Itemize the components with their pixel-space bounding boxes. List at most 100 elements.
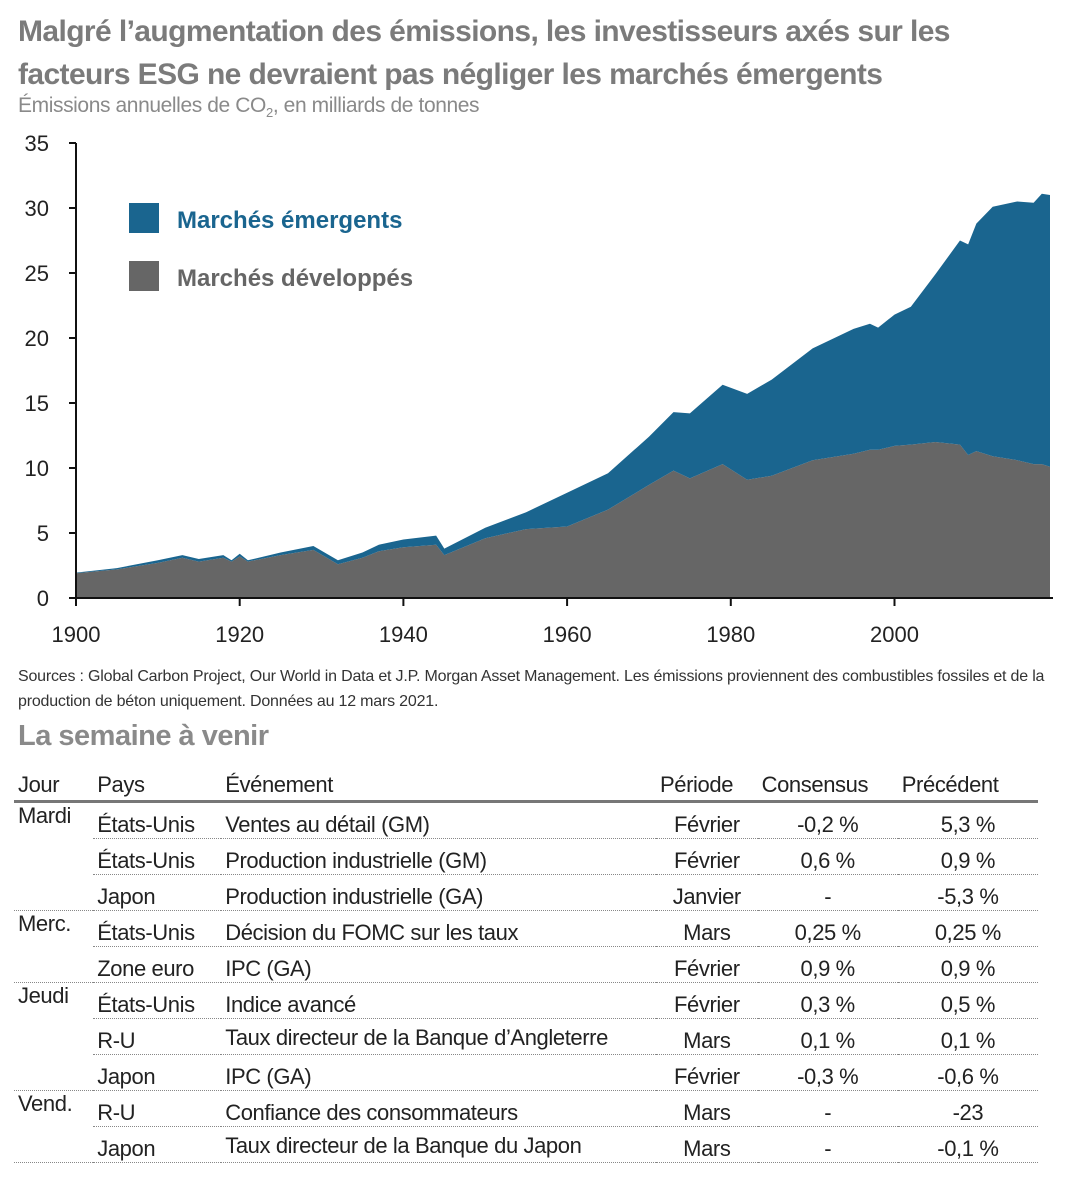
col-jour: Jour — [14, 770, 94, 803]
axes: 0 5 10 15 20 25 30 35 1900 1920 1940 1960 1980 2000 — [25, 131, 1053, 647]
y-tick-label: 10 — [25, 456, 49, 481]
table-row: Jeudi États-Unis Indice avancé Février 0,3 %… — [14, 982, 1038, 1019]
cell-previous: 0,9 % — [897, 946, 1038, 983]
cell-consensus: 0,6 % — [757, 838, 898, 875]
cell-period: Février — [656, 801, 758, 839]
x-tick-label: 1900 — [52, 622, 101, 647]
cell-previous: 0,1 % — [897, 1018, 1038, 1055]
y-tick-label: 35 — [25, 131, 49, 156]
cell-previous: -0,6 % — [897, 1054, 1038, 1091]
col-pays: Pays — [93, 770, 222, 803]
cell-period: Février — [656, 1054, 758, 1091]
cell-day: Jeudi — [18, 983, 69, 1008]
subtitle-text-end: , en milliards de tonnes — [272, 94, 480, 117]
cell-period: Mars — [656, 1018, 758, 1055]
table-row: Japon IPC (GA) Février -0,3 % -0,6 % — [14, 1054, 1038, 1091]
table-row: Japon Taux directeur de la Banque du Japo… — [14, 1126, 1038, 1163]
cell-consensus: -0,2 % — [757, 801, 898, 839]
cell-day — [14, 1126, 94, 1163]
cell-country: R-U — [93, 1018, 222, 1055]
cell-day: Vend. — [18, 1091, 73, 1116]
cell-period: Mars — [656, 1090, 758, 1127]
cell-consensus: 0,3 % — [757, 982, 898, 1019]
table-header: Jour Pays Événement Période Consensus Pr… — [14, 770, 1038, 803]
cell-previous: 0,5 % — [897, 982, 1038, 1019]
cell-country: Zone euro — [93, 946, 222, 983]
cell-country: États-Unis — [93, 801, 222, 839]
cell-previous: 5,3 % — [897, 801, 1038, 839]
cell-country: R-U — [93, 1090, 222, 1127]
cell-consensus: 0,9 % — [757, 946, 898, 983]
area-emerging — [76, 193, 1050, 574]
legend-swatch — [129, 203, 159, 233]
cell-day — [14, 1019, 93, 1055]
cell-event: Taux directeur de la Banque d’Angleterre — [221, 1018, 657, 1055]
week-ahead-table: Jour Pays Événement Période Consensus Pr… — [14, 770, 1038, 1163]
cell-previous: -0,1 % — [897, 1126, 1038, 1163]
cell-day: Mardi — [18, 803, 72, 828]
y-tick-label: 30 — [25, 196, 49, 221]
cell-day — [14, 946, 94, 983]
cell-period: Février — [656, 946, 758, 983]
table-row: Merc. États-Unis Décision du FOMC sur les … — [14, 910, 1038, 947]
cell-consensus: 0,1 % — [757, 1018, 898, 1055]
cell-event: IPC (GA) — [221, 946, 657, 983]
cell-event: Ventes au détail (GM) — [221, 801, 657, 839]
col-consensus: Consensus — [757, 770, 898, 803]
legend: Marchés émergents Marchés développés — [129, 203, 413, 292]
cell-period: Mars — [656, 1126, 758, 1163]
cell-country: États-Unis — [93, 910, 222, 947]
table-row: Zone euro IPC (GA) Février 0,9 % 0,9 % — [14, 946, 1038, 983]
cell-consensus: -0,3 % — [757, 1054, 898, 1091]
cell-country: Japon — [93, 874, 222, 911]
cell-country: États-Unis — [93, 982, 222, 1019]
cell-event: IPC (GA) — [221, 1054, 657, 1091]
y-tick-label: 5 — [37, 521, 49, 546]
y-tick-label: 20 — [25, 326, 49, 351]
y-tick-label: 0 — [37, 586, 49, 611]
x-tick-label: 2000 — [870, 622, 919, 647]
cell-previous: 0,25 % — [897, 910, 1038, 947]
cell-period: Février — [656, 838, 758, 875]
cell-previous: -23 — [897, 1090, 1038, 1127]
cell-event: Taux directeur de la Banque du Japon — [221, 1126, 657, 1163]
table-row: R-U Taux directeur de la Banque d’Anglete… — [14, 1018, 1038, 1055]
cell-event: Indice avancé — [221, 982, 657, 1019]
cell-period: Février — [656, 982, 758, 1019]
cell-event: Décision du FOMC sur les taux — [221, 910, 657, 947]
y-tick-label: 25 — [25, 261, 49, 286]
week-heading: La semaine à venir — [18, 720, 269, 752]
legend-label: Marchés émergents — [177, 207, 402, 234]
cell-event: Production industrielle (GM) — [221, 838, 657, 875]
table-row: Mardi États-Unis Ventes au détail (GM) Févr… — [14, 801, 1038, 839]
cell-day: Merc. — [18, 911, 72, 936]
col-precedent: Précédent — [897, 770, 1038, 803]
y-tick-label: 15 — [25, 391, 49, 416]
x-tick-label: 1940 — [379, 622, 428, 647]
table-row: États-Unis Production industrielle (GM) Fé… — [14, 838, 1038, 875]
cell-consensus: - — [757, 1090, 898, 1127]
cell-event: Production industrielle (GA) — [221, 874, 657, 911]
subtitle-subscript: 2 — [265, 105, 273, 121]
col-periode: Période — [656, 770, 758, 803]
cell-day — [14, 874, 94, 911]
legend-swatch — [129, 261, 159, 291]
cell-previous: 0,9 % — [897, 838, 1038, 875]
stacked-area-chart: 0 5 10 15 20 25 30 35 1900 1920 1940 1960 1980 2000 M… — [25, 131, 1053, 647]
cell-consensus: - — [757, 874, 898, 911]
area-developed — [76, 442, 1050, 598]
table-row: Vend. R-U Confiance des consommateurs Mars -… — [14, 1090, 1038, 1127]
cell-previous: -5,3 % — [897, 874, 1038, 911]
table-row: Japon Production industrielle (GA) Janvier… — [14, 874, 1038, 911]
cell-country: Japon — [93, 1126, 222, 1163]
cell-consensus: - — [757, 1126, 898, 1163]
cell-country: Japon — [93, 1054, 222, 1091]
source-notes: Sources : Global Carbon Project, Our Wor… — [18, 668, 1045, 710]
cell-day — [14, 1054, 94, 1091]
chart-subtitle: Émissions annuelles de CO2, en milliards… — [18, 94, 480, 121]
col-evenement: Événement — [221, 770, 657, 803]
cell-period: Janvier — [656, 874, 758, 911]
cell-country: États-Unis — [93, 838, 222, 875]
areas — [76, 193, 1050, 598]
x-tick-label: 1980 — [706, 622, 755, 647]
